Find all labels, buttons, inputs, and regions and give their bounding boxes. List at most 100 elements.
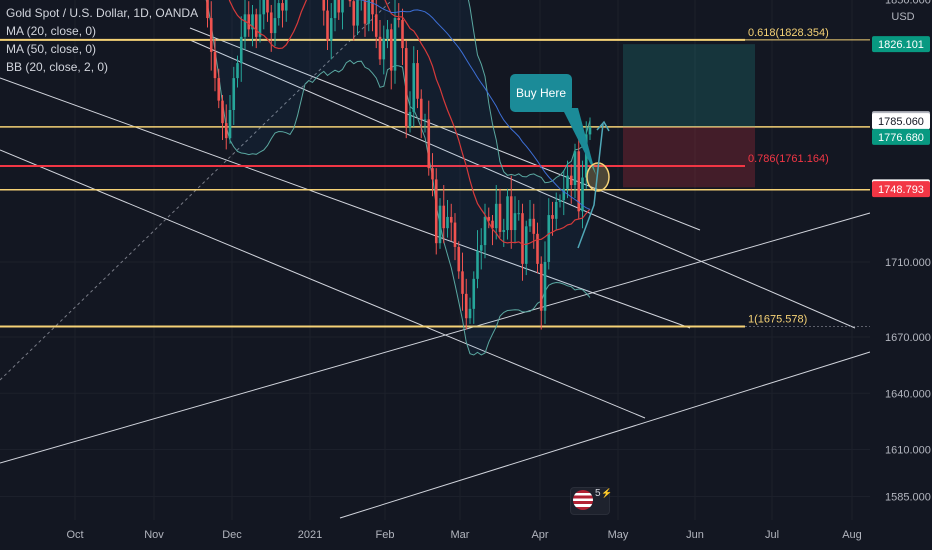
candle <box>562 188 566 201</box>
indicator-ma50[interactable]: MA (50, close, 0) <box>6 42 97 56</box>
candle <box>386 29 389 39</box>
candle <box>532 218 536 234</box>
candle <box>423 119 427 121</box>
candle <box>584 134 588 178</box>
candle <box>588 126 592 135</box>
price-label-bg <box>872 36 930 53</box>
fib-level-label: 0.786(1761.164) <box>748 153 829 165</box>
price-label-bg <box>872 113 930 130</box>
candle <box>408 111 412 127</box>
candle <box>221 100 224 124</box>
candle <box>239 36 243 64</box>
time-tick: Aug <box>842 529 862 541</box>
price-tick: 1585.000 <box>885 491 931 503</box>
time-tick: Dec <box>222 529 242 541</box>
symbol-title[interactable]: Gold Spot / U.S. Dollar, 1D, OANDA <box>6 6 199 20</box>
candle <box>419 98 423 120</box>
candle <box>277 3 281 19</box>
price-tick: 1670.000 <box>885 332 931 344</box>
candle <box>506 196 509 231</box>
trendline <box>0 212 871 464</box>
candle <box>337 0 341 13</box>
ma20-line <box>228 0 591 246</box>
candle <box>412 63 416 112</box>
price-label: 1826.101 <box>878 39 924 51</box>
candle <box>434 179 438 244</box>
candles <box>206 0 592 330</box>
candle <box>209 18 213 52</box>
candle <box>363 0 367 24</box>
events-badge[interactable]: 5 ⚡ <box>570 487 612 515</box>
candle <box>341 0 344 13</box>
indicator-bb[interactable]: BB (20, close, 2, 0) <box>6 60 109 74</box>
trendline <box>189 27 701 231</box>
candle <box>479 245 483 251</box>
candle <box>224 123 228 139</box>
candle <box>547 215 551 262</box>
candle <box>438 205 442 244</box>
price-label-bg <box>872 128 930 145</box>
candle <box>374 14 378 37</box>
time-tick: Feb <box>376 529 395 541</box>
callout-text: Buy Here <box>516 86 566 100</box>
event-count: 5 <box>595 488 601 499</box>
candle <box>449 216 453 223</box>
currency-label: USD <box>891 11 914 23</box>
time-tick: 2021 <box>298 529 322 541</box>
candle <box>461 271 464 294</box>
time-tick: Mar <box>451 529 470 541</box>
candle <box>273 18 277 34</box>
candle <box>453 222 457 247</box>
candle <box>416 63 419 99</box>
candle <box>566 175 569 189</box>
candle <box>281 3 284 11</box>
price-label: 1748.793 <box>878 184 924 196</box>
candle <box>228 110 232 139</box>
time-tick: May <box>608 529 629 541</box>
ma50-line <box>353 0 591 210</box>
projection-path <box>577 123 604 249</box>
candle <box>431 168 434 180</box>
candle <box>464 293 468 319</box>
candle <box>551 215 554 219</box>
price-axis-bg <box>870 0 932 520</box>
profit-zone <box>623 44 755 127</box>
trendline <box>0 149 646 419</box>
bb-fill <box>206 0 590 355</box>
candle <box>554 201 558 219</box>
candle <box>468 308 472 319</box>
candle <box>352 1 356 26</box>
candle <box>378 36 382 60</box>
fib-level-label: 0.618(1828.354) <box>748 27 829 39</box>
price-tick: 1610.000 <box>885 445 931 457</box>
candle <box>521 213 524 264</box>
candle <box>528 218 532 227</box>
candle <box>483 216 487 246</box>
candle <box>213 51 217 79</box>
candle <box>247 14 251 30</box>
candle <box>502 230 506 232</box>
trendline <box>189 39 856 329</box>
time-axis: Oct Nov Dec 2021 Feb Mar Apr May Jun Jul Aug <box>0 520 932 550</box>
indicator-ma20[interactable]: MA (20, close, 0) <box>6 24 97 38</box>
callout-box <box>510 74 572 112</box>
bb-lower <box>205 0 591 356</box>
candle <box>397 18 401 20</box>
price-label-bg <box>872 181 930 198</box>
candle <box>322 0 326 11</box>
candle <box>446 216 449 229</box>
candle <box>491 220 494 229</box>
candle <box>232 78 236 111</box>
callout-pointer <box>562 108 596 175</box>
bollinger-bands <box>205 0 591 356</box>
price-label: 1785.060 <box>878 116 924 128</box>
candle <box>476 250 479 279</box>
candle <box>367 0 371 24</box>
candle <box>389 29 393 71</box>
candle <box>284 0 288 11</box>
candle <box>543 261 547 311</box>
candle <box>258 14 262 37</box>
time-tick: Jul <box>765 529 779 541</box>
price-tick: 1710.000 <box>885 257 931 269</box>
